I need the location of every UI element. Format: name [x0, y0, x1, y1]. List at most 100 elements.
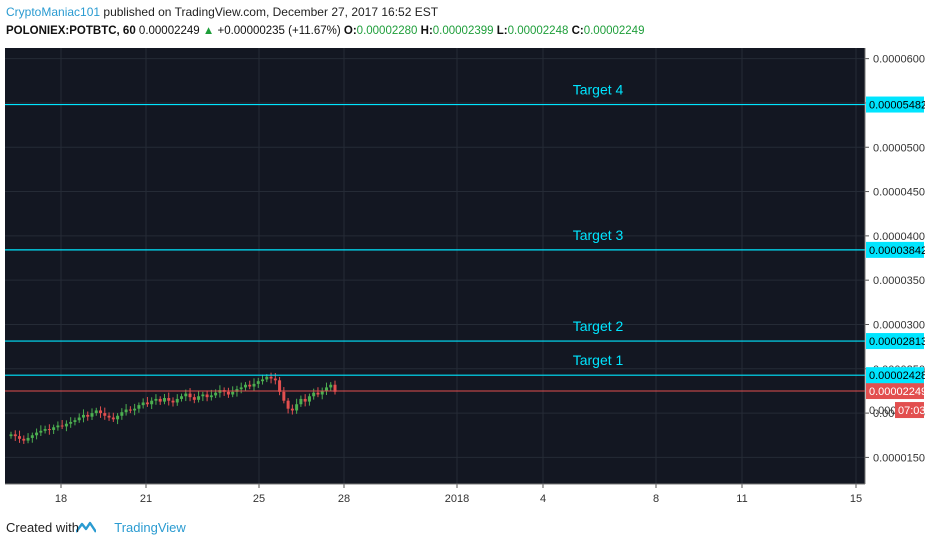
- candle-body: [243, 384, 247, 388]
- candle-body: [299, 398, 303, 405]
- target-label: Target 1: [573, 352, 624, 368]
- candle-body: [30, 435, 34, 438]
- author-link[interactable]: CryptoManiac101: [6, 5, 101, 19]
- candle-body: [111, 417, 115, 420]
- candle-body: [154, 398, 158, 401]
- candle-body: [64, 423, 68, 427]
- candle-body: [86, 414, 90, 417]
- low-label: L:: [496, 25, 508, 37]
- candle-body: [162, 398, 166, 402]
- candle-body: [141, 402, 145, 406]
- candle-body: [231, 391, 235, 395]
- publish-text: published on TradingView.com, December 2…: [103, 5, 439, 19]
- countdown-badge: [895, 402, 924, 419]
- candle-body: [192, 397, 196, 400]
- x-tick-label: 11: [736, 493, 747, 505]
- candle-body: [205, 394, 209, 398]
- candle-body: [128, 409, 132, 411]
- candle-body: [320, 390, 324, 395]
- candle-body: [269, 376, 273, 379]
- y-tick-label: 0.00006000: [873, 54, 925, 66]
- x-tick-label: 21: [140, 493, 152, 505]
- candle-body: [307, 396, 311, 402]
- chart-background: [5, 48, 925, 510]
- candle-body: [188, 393, 192, 398]
- x-tick-label: 15: [850, 493, 862, 505]
- candle-body: [252, 383, 256, 387]
- candle-body: [312, 392, 316, 397]
- candle-body: [239, 387, 243, 390]
- price-chart[interactable]: 0.000015000.000020000.000025000.00003000…: [5, 48, 925, 510]
- candle-body: [107, 415, 111, 418]
- low-value: 0.00002248: [507, 25, 569, 37]
- candle-body: [184, 393, 188, 397]
- target-price-label: 0.00005482: [869, 100, 925, 112]
- candle-body: [316, 392, 320, 395]
- candle-body: [56, 425, 60, 428]
- candle-body: [150, 400, 154, 405]
- candle-body: [201, 394, 205, 397]
- x-tick-label: 2018: [445, 493, 469, 505]
- candle-body: [303, 398, 307, 402]
- candle-body: [116, 415, 120, 420]
- candle-body: [167, 398, 171, 401]
- candle-body: [73, 420, 77, 422]
- x-tick-label: 25: [253, 493, 265, 505]
- high-label: H:: [420, 25, 433, 37]
- target-price-label: 0.00002428: [869, 370, 925, 382]
- x-tick-label: 8: [653, 493, 659, 505]
- candle-body: [248, 384, 252, 387]
- candle-body: [145, 402, 149, 405]
- candle-body: [52, 427, 56, 430]
- candle-body: [35, 432, 39, 436]
- candle-body: [18, 436, 22, 439]
- symbol[interactable]: POLONIEX:POTBTC, 60: [6, 25, 136, 37]
- symbol-info: POLONIEX:POTBTC, 60 0.00002249 ▲ +0.0000…: [6, 25, 644, 37]
- candle-body: [120, 412, 124, 416]
- candle-body: [235, 389, 239, 392]
- chart-area[interactable]: 0.000015000.000020000.000025000.00003000…: [5, 48, 925, 510]
- last-price-badge: [866, 383, 924, 400]
- tradingview-brand-link[interactable]: TradingView: [114, 520, 186, 535]
- candle-body: [273, 378, 277, 381]
- candle-body: [69, 421, 73, 424]
- target-label: Target 3: [573, 227, 624, 243]
- candle-body: [226, 391, 230, 395]
- close-label: C:: [571, 25, 584, 37]
- up-arrow-icon: ▲: [202, 25, 215, 37]
- candle-body: [103, 413, 107, 416]
- open-label: O:: [343, 25, 357, 37]
- price-change: +0.00000235 (+11.67%): [217, 25, 341, 37]
- footer: Created with TradingView: [6, 520, 186, 535]
- candle-body: [261, 379, 265, 382]
- countdown-price-label: 0.000: [869, 405, 897, 417]
- candle-body: [39, 430, 43, 433]
- target-price-badge: [866, 333, 924, 350]
- candle-body: [278, 380, 282, 392]
- candle-body: [9, 434, 13, 437]
- time-axis-background: [5, 484, 865, 510]
- open-value: 0.00002280: [356, 25, 418, 37]
- candle-body: [329, 384, 333, 388]
- price-axis-background: [865, 48, 925, 510]
- tradingview-logo-icon: [76, 521, 96, 533]
- candle-body: [133, 408, 137, 411]
- candle-body: [22, 438, 26, 441]
- candle-body: [256, 381, 260, 384]
- candle-body: [265, 376, 269, 380]
- candle-body: [13, 434, 17, 437]
- target-price-badge: [866, 241, 924, 258]
- x-tick-label: 18: [55, 493, 67, 505]
- high-value: 0.00002399: [432, 25, 494, 37]
- created-with-text: Created with: [6, 520, 79, 535]
- candle-body: [90, 413, 94, 417]
- candle-body: [60, 425, 64, 427]
- candle-body: [324, 387, 328, 391]
- last-price: 0.00002249: [138, 25, 200, 37]
- candle-body: [209, 395, 213, 398]
